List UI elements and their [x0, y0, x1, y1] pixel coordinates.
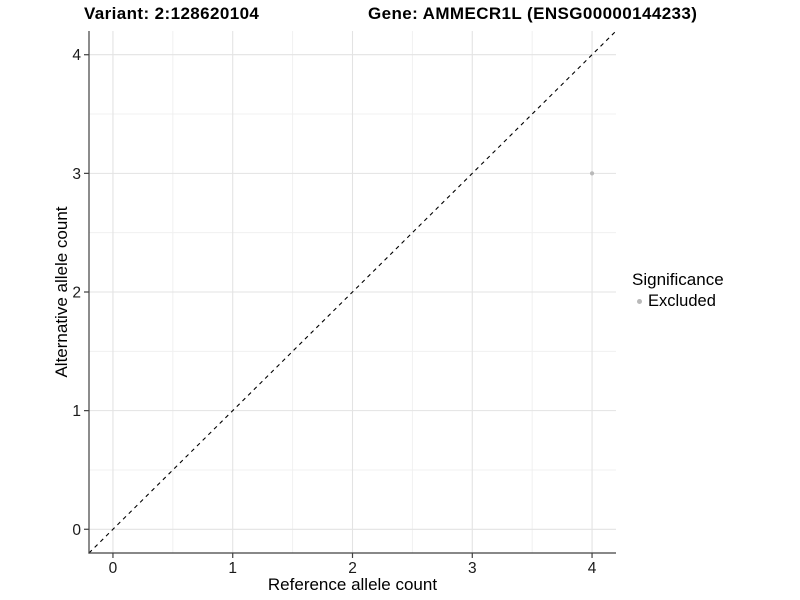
x-tick-label: 4 [588, 560, 597, 577]
x-tick-label: 1 [228, 560, 237, 577]
legend-title: Significance [632, 270, 724, 289]
y-tick-label: 4 [72, 47, 81, 64]
x-tick-label: 3 [468, 560, 477, 577]
gene-title: Gene: AMMECR1L (ENSG00000144233) [368, 4, 698, 23]
excluded-point-icon [637, 298, 642, 304]
identity-dashed-line [88, 30, 617, 554]
y-tick-label: 2 [72, 285, 81, 302]
data-point-excluded [589, 171, 595, 176]
x-axis-label: Reference allele count [267, 575, 438, 594]
legend-item-label: Excluded [648, 292, 716, 310]
y-tick-label: 1 [72, 403, 81, 420]
y-tick-label: 0 [72, 522, 81, 539]
legend: Significance Excluded [630, 270, 724, 311]
x-tick-label: 2 [348, 560, 357, 577]
variant-title: Variant: 2:128620104 [84, 4, 260, 23]
legend-item-excluded: Excluded [630, 291, 724, 311]
y-tick-label: 3 [72, 166, 81, 183]
y-axis-label: Alternative allele count [52, 206, 71, 378]
x-tick-label: 0 [109, 560, 118, 577]
